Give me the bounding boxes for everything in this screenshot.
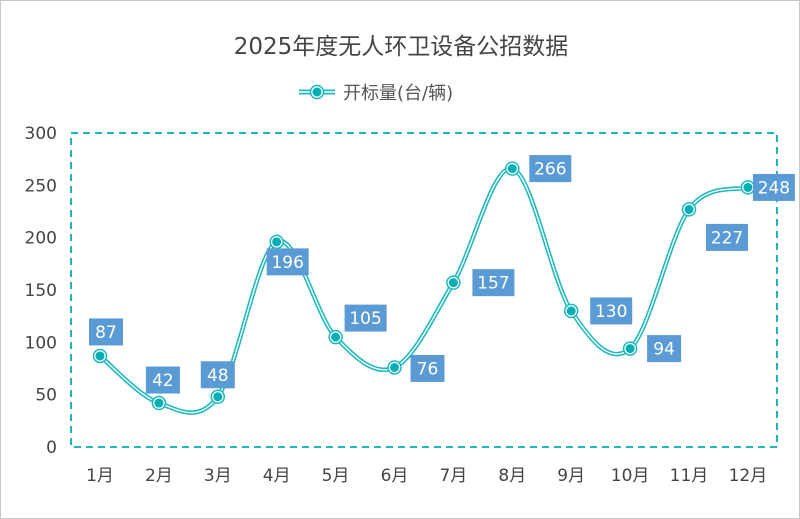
data-label-box	[529, 155, 572, 183]
data-label-box	[647, 335, 682, 363]
x-tick-label: 1月	[86, 466, 114, 486]
data-point-dot	[743, 182, 753, 192]
data-label-text: 42	[152, 371, 174, 391]
data-label-box	[472, 269, 515, 297]
data-point-dot	[272, 237, 282, 247]
x-tick-label: 11月	[670, 466, 709, 486]
data-label: 157	[472, 269, 515, 297]
data-point-dot	[95, 351, 105, 361]
data-label-box	[410, 354, 445, 382]
x-tick-label: 12月	[729, 466, 768, 486]
y-tick-label: 250	[25, 176, 57, 196]
y-tick-label: 150	[25, 281, 57, 301]
x-tick-label: 10月	[611, 466, 650, 486]
data-label-box	[89, 318, 123, 346]
data-label: 42	[145, 366, 180, 394]
data-label-text: 76	[417, 359, 439, 379]
data-label: 227	[706, 223, 748, 251]
data-point-dot	[390, 362, 399, 372]
data-point-dot	[213, 392, 223, 402]
y-tick-label: 100	[25, 333, 57, 353]
data-label: 248	[752, 173, 795, 201]
data-point-dot	[625, 344, 635, 354]
data-label-box	[266, 248, 309, 276]
data-label: 76	[410, 354, 445, 382]
data-label-text: 196	[271, 253, 303, 273]
x-tick-label: 8月	[498, 466, 526, 486]
data-label-text: 105	[349, 309, 381, 329]
data-label-text: 248	[758, 178, 790, 198]
x-tick-label: 5月	[322, 466, 350, 486]
data-label-text: 157	[477, 274, 509, 294]
data-point-dot	[331, 332, 341, 342]
data-label: 266	[529, 155, 572, 183]
legend-marker-dot	[312, 87, 322, 97]
data-label-box	[706, 223, 748, 251]
x-tick-label: 9月	[557, 466, 585, 486]
data-point-dot	[154, 398, 164, 408]
data-label-box	[145, 366, 180, 394]
data-point-dot	[566, 306, 576, 316]
chart-title: 2025年度无人环卫设备公招数据	[234, 34, 569, 60]
data-label-text: 87	[95, 323, 117, 343]
legend: 开标量(台/辆)	[299, 83, 453, 104]
data-label-box	[590, 297, 633, 325]
x-tick-label: 3月	[204, 466, 232, 486]
y-tick-label: 50	[35, 386, 57, 406]
data-point-dot	[684, 204, 694, 214]
plot-area-border	[70, 132, 778, 448]
data-label-box	[344, 304, 387, 332]
data-label-box	[752, 173, 795, 201]
x-tick-label: 2月	[145, 466, 173, 486]
x-tick-label: 6月	[381, 466, 409, 486]
data-label: 105	[344, 304, 387, 332]
data-label: 48	[200, 361, 235, 389]
x-tick-label: 7月	[439, 466, 467, 486]
data-label-text: 266	[534, 160, 566, 180]
data-label: 87	[89, 318, 123, 346]
data-point-dot	[448, 278, 458, 288]
data-label-text: 94	[653, 340, 675, 360]
data-label-text: 130	[595, 302, 627, 322]
y-tick-label: 0	[46, 438, 57, 458]
y-tick-label: 300	[25, 124, 57, 144]
data-label-text: 227	[711, 228, 743, 248]
data-label: 130	[590, 297, 633, 325]
y-tick-label: 200	[25, 229, 57, 249]
data-point-dot	[507, 164, 517, 174]
data-label-text: 48	[207, 366, 229, 386]
legend-label: 开标量(台/辆)	[343, 83, 453, 104]
data-label: 94	[647, 335, 682, 363]
x-tick-label: 4月	[263, 466, 291, 486]
data-label: 196	[266, 248, 309, 276]
data-label-box	[200, 361, 235, 389]
